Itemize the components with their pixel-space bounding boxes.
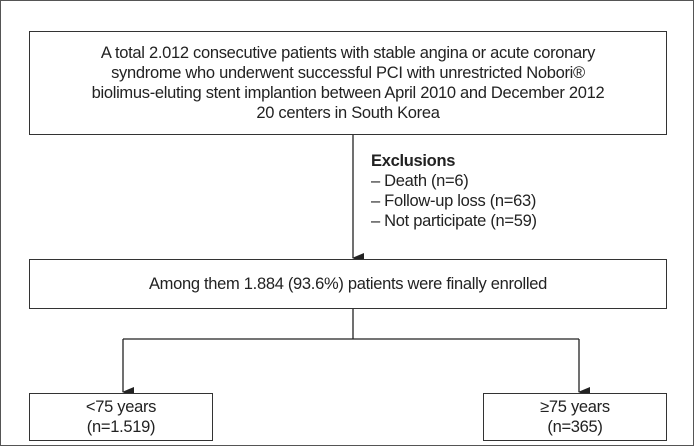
exclusions-title: Exclusions	[371, 152, 456, 170]
exclusion-item: – Follow-up loss (n=63)	[371, 192, 537, 210]
node-text: syndrome who underwent successful PCI wi…	[111, 64, 585, 82]
node-text: ≥75 years	[540, 398, 610, 416]
node-text: <75 years	[85, 398, 157, 416]
node-text: (n=1.519)	[86, 418, 156, 436]
exclusions: Exclusions – Death (n=6) – Follow-up los…	[371, 151, 537, 231]
exclusion-item: – Death (n=6)	[371, 172, 469, 190]
node-box: ≥75 years (n=365)	[483, 393, 667, 441]
node-text: 20 centers in South Korea	[256, 104, 440, 122]
node-box: Among them 1.884 (93.6%) patients were f…	[29, 259, 667, 309]
node-text: (n=365)	[547, 418, 603, 436]
node-text: A total 2.012 consecutive patients with …	[100, 44, 596, 62]
node-box: <75 years (n=1.519)	[29, 393, 213, 441]
exclusion-item: – Not participate (n=59)	[371, 212, 537, 230]
node-box: A total 2.012 consecutive patients with …	[29, 31, 667, 135]
node-text: biolimus-eluting stent implantion betwee…	[91, 84, 605, 102]
node-text: Among them 1.884 (93.6%) patients were f…	[148, 275, 548, 293]
